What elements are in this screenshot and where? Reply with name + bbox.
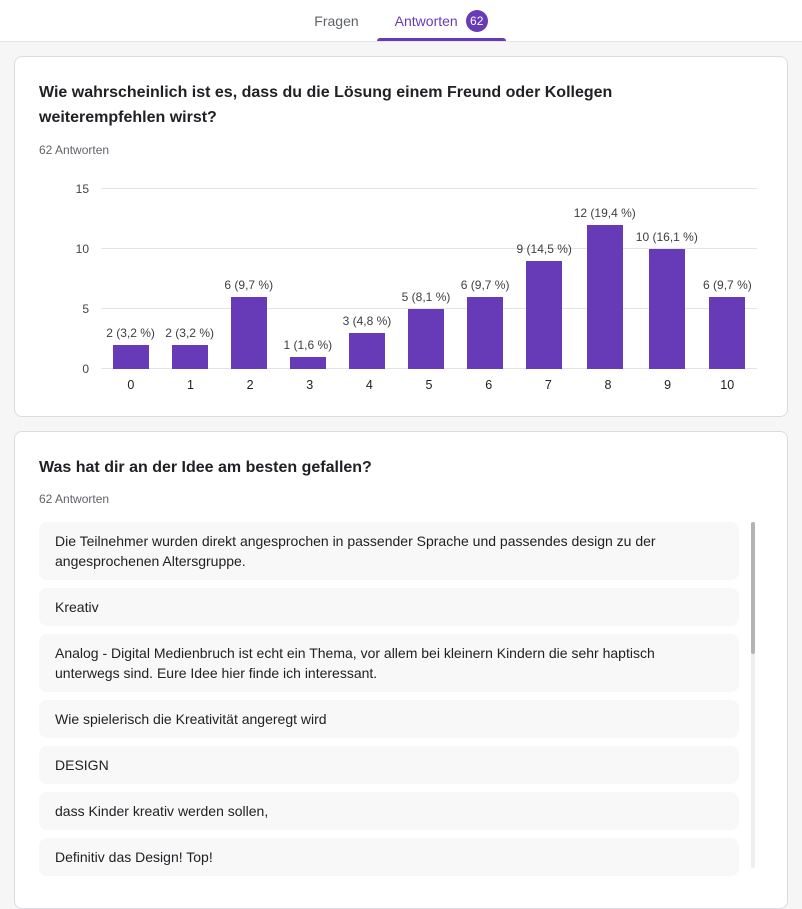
x-axis-label: 7	[544, 377, 552, 392]
question-card-rating: Wie wahrscheinlich ist es, dass du die L…	[14, 56, 788, 417]
x-axis-label: 2	[246, 377, 254, 392]
x-axis-label: 9	[664, 377, 672, 392]
x-axis-label: 10	[720, 377, 735, 392]
bar	[467, 296, 504, 369]
bar-column: 10 (16,1 %)	[636, 189, 698, 369]
bar-column: 12 (19,4 %)	[574, 189, 636, 369]
bar	[709, 296, 746, 369]
x-axis: 0 1 2 3 4 5 6 7 8 9 10	[101, 378, 757, 392]
question-card-feedback: Was hat dir an der Idee am besten gefall…	[14, 430, 788, 909]
bar-value-label: 10 (16,1 %)	[635, 229, 698, 244]
answer-item: Die Teilnehmer wurden direkt angesproche…	[39, 522, 739, 581]
x-axis-label: 6	[485, 377, 493, 392]
bar-column: 2 (3,2 %)	[160, 189, 219, 369]
bar	[289, 356, 326, 369]
bar-column: 9 (14,5 %)	[515, 189, 574, 369]
bar-value-label: 6 (9,7 %)	[703, 277, 752, 292]
bar-column: 6 (9,7 %)	[698, 189, 757, 369]
answers-list: Die Teilnehmer wurden direkt angesproche…	[39, 522, 739, 877]
bar-column: 1 (1,6 %)	[278, 189, 337, 369]
bar-column: 6 (9,7 %)	[219, 189, 278, 369]
bar-value-label: 9 (14,5 %)	[516, 241, 572, 256]
answer-item: Definitiv das Design! Top!	[39, 838, 739, 877]
bar-value-label: 3 (4,8 %)	[342, 313, 392, 328]
answers-scrollbar-thumb[interactable]	[751, 522, 755, 654]
gridline	[101, 307, 757, 309]
y-axis-tick-label: 0	[82, 361, 89, 376]
answers-scrollbar[interactable]	[751, 522, 755, 869]
bar-column: 5 (8,1 %)	[396, 189, 455, 369]
x-axis-label: 4	[365, 377, 373, 392]
answers-scroll-container[interactable]: Die Teilnehmer wurden direkt angesproche…	[39, 522, 763, 877]
bar-value-label: 5 (8,1 %)	[401, 289, 451, 304]
bar	[348, 332, 385, 369]
bar-value-label: 2 (3,2 %)	[165, 325, 214, 340]
x-axis-label: 1	[186, 377, 194, 392]
bar-column: 2 (3,2 %)	[101, 189, 160, 369]
tab-antworten-label: Antworten	[394, 12, 458, 29]
bar-value-label: 6 (9,7 %)	[460, 277, 510, 292]
tab-antworten[interactable]: Antworten 62	[376, 0, 506, 41]
gridline	[101, 187, 757, 189]
x-axis-label: 5	[425, 377, 433, 392]
tabs-nav: Fragen Antworten 62	[296, 0, 506, 41]
responses-count-label: 62 Antworten	[39, 142, 110, 157]
y-axis: 0 5 10 15	[39, 182, 101, 376]
bar	[648, 248, 685, 369]
question-title: Was hat dir an der Idee am besten gefall…	[39, 458, 372, 476]
bar-plot-area: 2 (3,2 %) 2 (3,2 %) 6 (9,7 %) 1 (1,6 %) 3 (4…	[101, 187, 757, 369]
bar-value-label: 6 (9,7 %)	[224, 277, 274, 292]
x-axis-label: 0	[127, 377, 135, 392]
bar-column: 6 (9,7 %)	[456, 189, 515, 369]
answer-item: Analog - Digital Medienbruch ist echt ei…	[39, 634, 739, 693]
bar-value-label: 1 (1,6 %)	[283, 337, 333, 352]
bar	[586, 224, 623, 369]
answer-item: Kreativ	[39, 588, 739, 627]
answer-item: Wie spielerisch die Kreativität angeregt…	[39, 700, 739, 739]
question-title: Wie wahrscheinlich ist es, dass du die L…	[39, 84, 613, 126]
tab-fragen[interactable]: Fragen	[296, 0, 376, 41]
x-axis-label: 3	[306, 377, 314, 392]
bar	[112, 344, 149, 369]
y-axis-tick-label: 10	[75, 241, 89, 256]
bar	[171, 344, 208, 369]
answer-item: DESIGN	[39, 746, 739, 785]
answer-item: dass Kinder kreativ werden sollen,	[39, 792, 739, 831]
tabs-header: Fragen Antworten 62	[0, 0, 802, 42]
bar-value-label: 2 (3,2 %)	[106, 325, 155, 340]
y-axis-tick-label: 15	[75, 181, 89, 196]
active-tab-indicator	[376, 38, 506, 41]
bar-chart: 0 5 10 15 2 (3,2 %) 2 (3,2 %) 6 (9,7 %) 1 (1,6…	[39, 182, 763, 392]
responses-count-label: 62 Antworten	[39, 492, 110, 507]
y-axis-tick-label: 5	[82, 301, 89, 316]
x-axis-label: 8	[604, 377, 612, 392]
bar	[230, 296, 267, 369]
responses-count-badge: 62	[465, 9, 488, 32]
bar-column: 3 (4,8 %)	[337, 189, 396, 369]
bar	[408, 308, 445, 369]
tab-fragen-label: Fragen	[314, 12, 359, 29]
gridline	[101, 247, 757, 249]
bar	[526, 260, 563, 369]
bar-value-label: 12 (19,4 %)	[573, 205, 636, 220]
